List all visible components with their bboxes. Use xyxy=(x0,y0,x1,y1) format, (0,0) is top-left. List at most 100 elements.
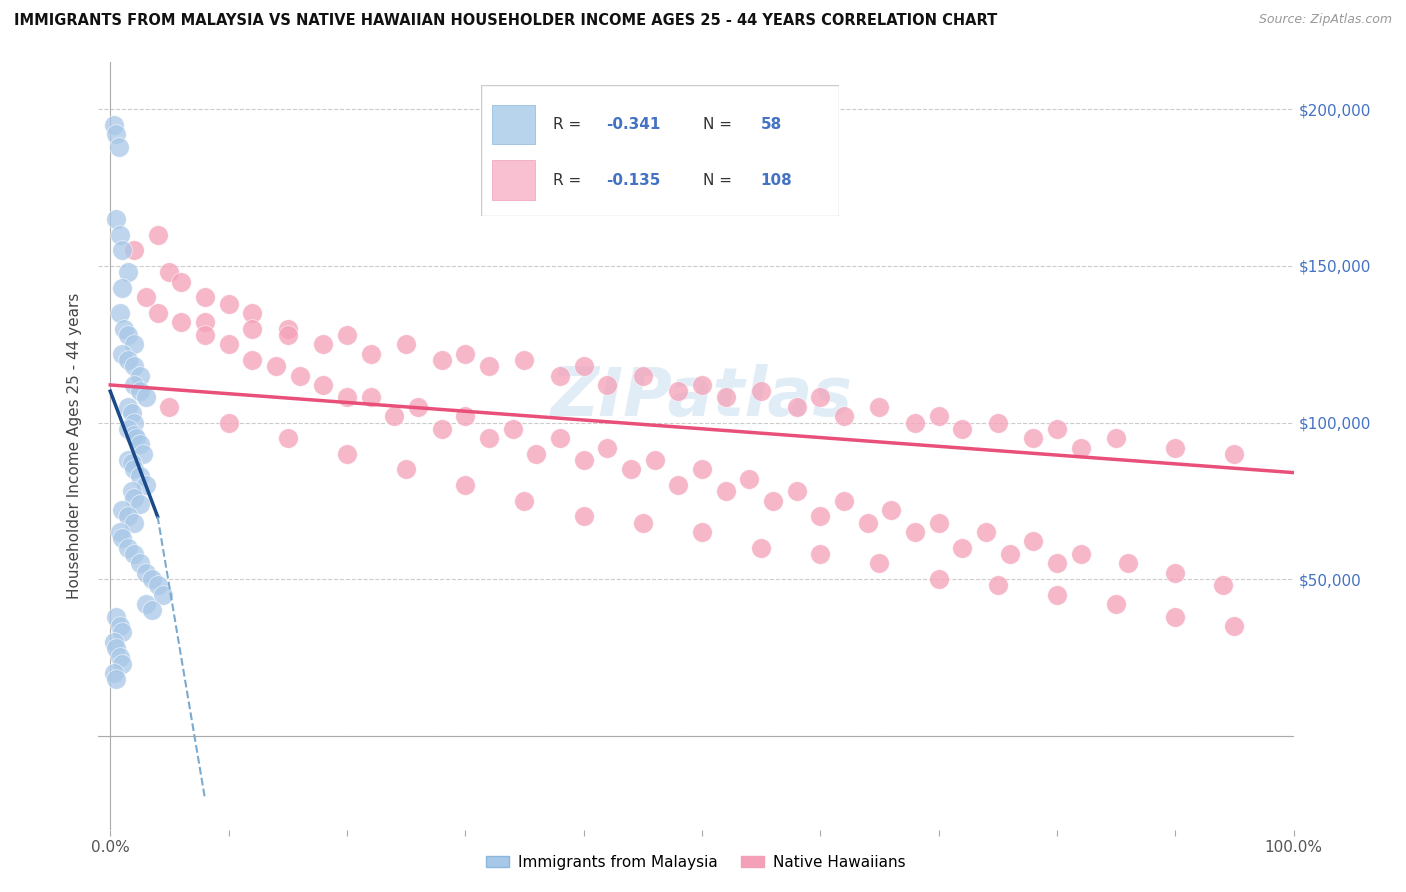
Point xyxy=(121,484,143,499)
Point xyxy=(122,244,145,258)
Point xyxy=(1164,609,1187,624)
Point xyxy=(108,227,131,242)
Point xyxy=(108,306,131,320)
Point xyxy=(749,541,772,555)
Point xyxy=(122,416,145,430)
Point xyxy=(1022,534,1045,549)
Point xyxy=(111,503,134,517)
Point xyxy=(548,431,571,445)
Point xyxy=(194,327,217,342)
Point xyxy=(194,315,217,329)
Point xyxy=(132,447,155,461)
Point xyxy=(135,391,157,405)
Point xyxy=(135,597,157,611)
Point xyxy=(103,634,125,648)
Point xyxy=(122,547,145,561)
Point xyxy=(170,275,193,289)
Point xyxy=(1164,566,1187,580)
Point xyxy=(928,409,950,424)
Point xyxy=(105,609,128,624)
Point xyxy=(121,406,143,420)
Point xyxy=(218,296,240,310)
Point xyxy=(454,346,477,360)
Point xyxy=(264,359,287,373)
Point xyxy=(312,337,335,351)
Point xyxy=(117,422,139,436)
Point xyxy=(904,416,927,430)
Point xyxy=(152,588,174,602)
Point xyxy=(513,493,536,508)
Point xyxy=(360,346,382,360)
Point xyxy=(105,212,128,227)
Point xyxy=(1070,547,1092,561)
Point xyxy=(950,541,973,555)
Point xyxy=(128,368,150,383)
Point xyxy=(288,368,311,383)
Point xyxy=(128,497,150,511)
Point xyxy=(430,422,453,436)
Point xyxy=(135,290,157,304)
Point xyxy=(117,265,139,279)
Point xyxy=(395,337,418,351)
Point xyxy=(904,525,927,540)
Point xyxy=(548,368,571,383)
Point xyxy=(880,503,903,517)
Point xyxy=(135,478,157,492)
Point xyxy=(1105,431,1128,445)
Point xyxy=(125,431,148,445)
Point xyxy=(1223,619,1246,633)
Point xyxy=(631,368,654,383)
Point xyxy=(122,337,145,351)
Point xyxy=(128,468,150,483)
Point xyxy=(738,472,761,486)
Point xyxy=(524,447,547,461)
Point xyxy=(141,572,163,586)
Point xyxy=(478,431,501,445)
Point xyxy=(950,422,973,436)
Point xyxy=(107,140,129,154)
Text: Source: ZipAtlas.com: Source: ZipAtlas.com xyxy=(1258,13,1392,27)
Point xyxy=(808,547,831,561)
Point xyxy=(117,453,139,467)
Point xyxy=(121,456,143,470)
Point xyxy=(644,453,666,467)
Point xyxy=(240,321,263,335)
Point xyxy=(572,509,595,524)
Point xyxy=(714,391,737,405)
Point xyxy=(749,384,772,399)
Point xyxy=(128,557,150,571)
Point xyxy=(105,128,128,142)
Point xyxy=(108,525,131,540)
Point xyxy=(128,384,150,399)
Point xyxy=(808,391,831,405)
Point xyxy=(596,441,619,455)
Point xyxy=(240,352,263,367)
Point xyxy=(111,244,134,258)
Point xyxy=(218,416,240,430)
Point xyxy=(114,321,136,335)
Point xyxy=(194,290,217,304)
Point xyxy=(1223,447,1246,461)
Point xyxy=(157,400,180,414)
Point xyxy=(105,640,128,655)
Point xyxy=(502,422,524,436)
Point xyxy=(122,516,145,530)
Point xyxy=(1105,597,1128,611)
Point xyxy=(620,462,643,476)
Point xyxy=(218,337,240,351)
Point xyxy=(277,431,299,445)
Point xyxy=(117,400,139,414)
Point xyxy=(146,306,169,320)
Point xyxy=(336,391,359,405)
Point xyxy=(108,650,131,665)
Point xyxy=(430,352,453,367)
Point xyxy=(146,227,169,242)
Point xyxy=(111,657,134,671)
Point xyxy=(277,327,299,342)
Point xyxy=(762,493,785,508)
Point xyxy=(987,416,1010,430)
Point xyxy=(666,478,689,492)
Point xyxy=(135,566,157,580)
Point xyxy=(122,428,145,442)
Point xyxy=(1046,588,1069,602)
